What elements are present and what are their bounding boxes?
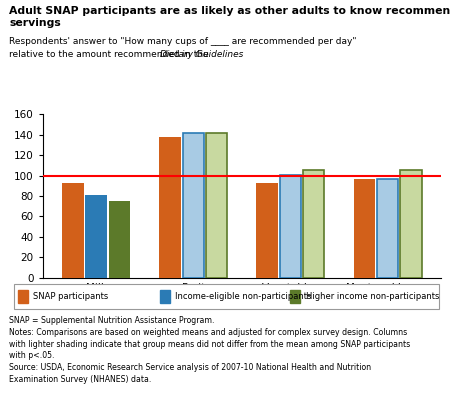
- Text: SNAP participants: SNAP participants: [33, 292, 108, 301]
- Text: Examination Survey (NHANES) data.: Examination Survey (NHANES) data.: [9, 375, 151, 384]
- Text: relative to the amount recommended in the: relative to the amount recommended in th…: [9, 50, 211, 59]
- Bar: [280, 175, 301, 278]
- Text: with lighter shading indicate that group means did not differ from the mean amon: with lighter shading indicate that group…: [9, 340, 410, 349]
- Text: Dietary Guidelines: Dietary Guidelines: [160, 50, 243, 59]
- Bar: [400, 171, 422, 278]
- Bar: [86, 195, 107, 278]
- Bar: [62, 183, 84, 278]
- Text: Notes: Comparisons are based on weighted means and adjusted for complex survey d: Notes: Comparisons are based on weighted…: [9, 328, 407, 337]
- Text: SNAP = Supplemental Nutrition Assistance Program.: SNAP = Supplemental Nutrition Assistance…: [9, 316, 215, 325]
- Bar: [183, 133, 204, 278]
- Bar: [109, 201, 130, 278]
- Text: Adult SNAP participants are as likely as other adults to know recommended food: Adult SNAP participants are as likely as…: [9, 6, 450, 16]
- Text: Source: USDA, Economic Research Service analysis of 2007-10 National Health and : Source: USDA, Economic Research Service …: [9, 363, 371, 372]
- Bar: [303, 171, 324, 278]
- Bar: [377, 178, 398, 278]
- Text: Higher income non-participants: Higher income non-participants: [306, 292, 439, 301]
- Text: servings: servings: [9, 18, 61, 28]
- Bar: [159, 137, 181, 278]
- Bar: [354, 178, 375, 278]
- Text: Income-eligible non-participants: Income-eligible non-participants: [175, 292, 311, 301]
- Bar: [256, 183, 278, 278]
- Bar: [206, 133, 227, 278]
- Text: with p<.05.: with p<.05.: [9, 351, 54, 361]
- Text: Respondents' answer to "How many cups of ____ are recommended per day": Respondents' answer to "How many cups of…: [9, 37, 356, 46]
